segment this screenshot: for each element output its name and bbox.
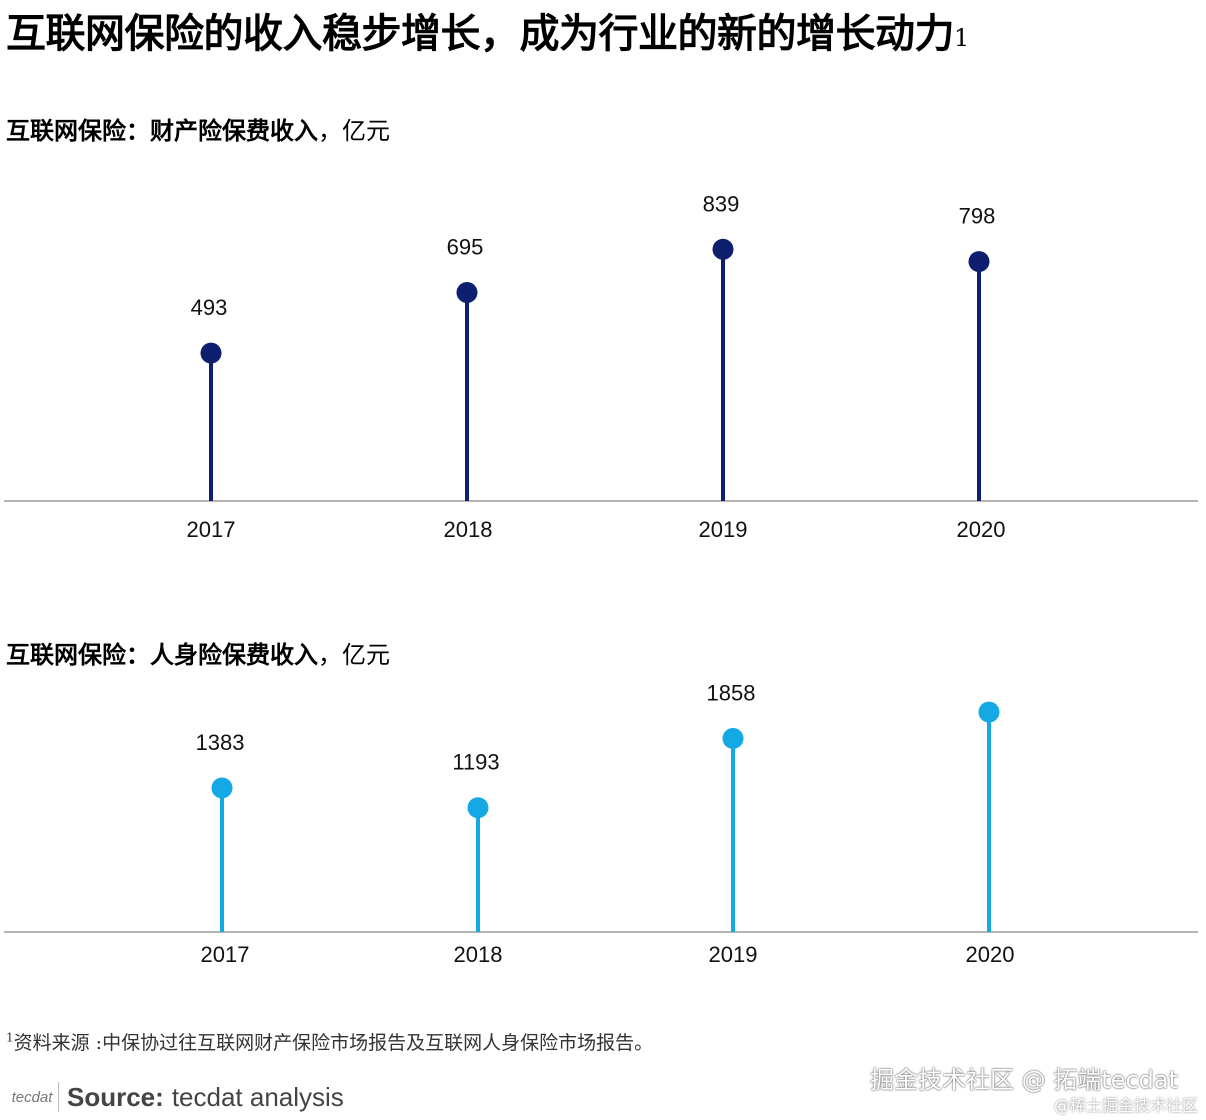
tecdat-logo: tecdat xyxy=(6,1082,59,1112)
x-tick-label: 2018 xyxy=(444,517,493,542)
data-label: 839 xyxy=(703,191,740,216)
data-label: 493 xyxy=(191,295,228,320)
data-label: 2111 xyxy=(964,674,1010,679)
lollipop-point xyxy=(456,282,478,303)
x-tick-label: 2018 xyxy=(454,942,503,967)
source-label: Source: xyxy=(67,1081,164,1112)
data-label: 1858 xyxy=(707,680,756,705)
footnote: 1资料来源 :中保协过往互联网财产保险市场报告及互联网人身保险市场报告。 xyxy=(6,1030,654,1054)
source-line: tecdat Source: tecdat analysis xyxy=(6,1080,344,1114)
life-insurance-chart: 1383 2017 1193 2018 1858 2019 2111 2020 xyxy=(4,674,1198,967)
x-tick-label: 2019 xyxy=(699,517,748,542)
x-tick-label: 2019 xyxy=(709,942,758,967)
property-insurance-chart: 493 2017 695 2018 839 2019 798 2020 xyxy=(4,191,1198,542)
lollipop-point xyxy=(467,797,489,819)
data-label: 1383 xyxy=(196,730,245,755)
lollipop-point xyxy=(978,701,1000,723)
data-label: 1193 xyxy=(452,750,499,775)
x-tick-label: 2020 xyxy=(966,942,1015,967)
lollipop-point xyxy=(200,342,222,364)
x-tick-label: 2017 xyxy=(201,942,250,967)
watermark-main: 掘金技术社区 @ 拓端tecdat xyxy=(870,1066,1178,1094)
lollipop-point xyxy=(211,777,233,799)
data-label: 798 xyxy=(959,204,996,229)
lollipop-point xyxy=(968,251,990,273)
chart-1-title: 互联网保险：财产险保费收入，亿元 xyxy=(6,117,390,145)
page-title: 互联网保险的收入稳步增长，成为行业的新的增长动力1 xyxy=(6,11,969,57)
chart-2-title: 互联网保险：人身险保费收入，亿元 xyxy=(6,641,390,669)
title-footnote-marker: 1 xyxy=(954,24,969,52)
x-tick-label: 2017 xyxy=(187,517,236,542)
source-text: tecdat analysis xyxy=(171,1081,344,1112)
lollipop-point xyxy=(712,238,734,260)
x-tick-label: 2020 xyxy=(957,517,1006,542)
watermark-sub: @稀土掘金技术社区 xyxy=(1053,1096,1198,1115)
lollipop-point xyxy=(722,727,744,749)
data-label: 695 xyxy=(447,235,484,260)
